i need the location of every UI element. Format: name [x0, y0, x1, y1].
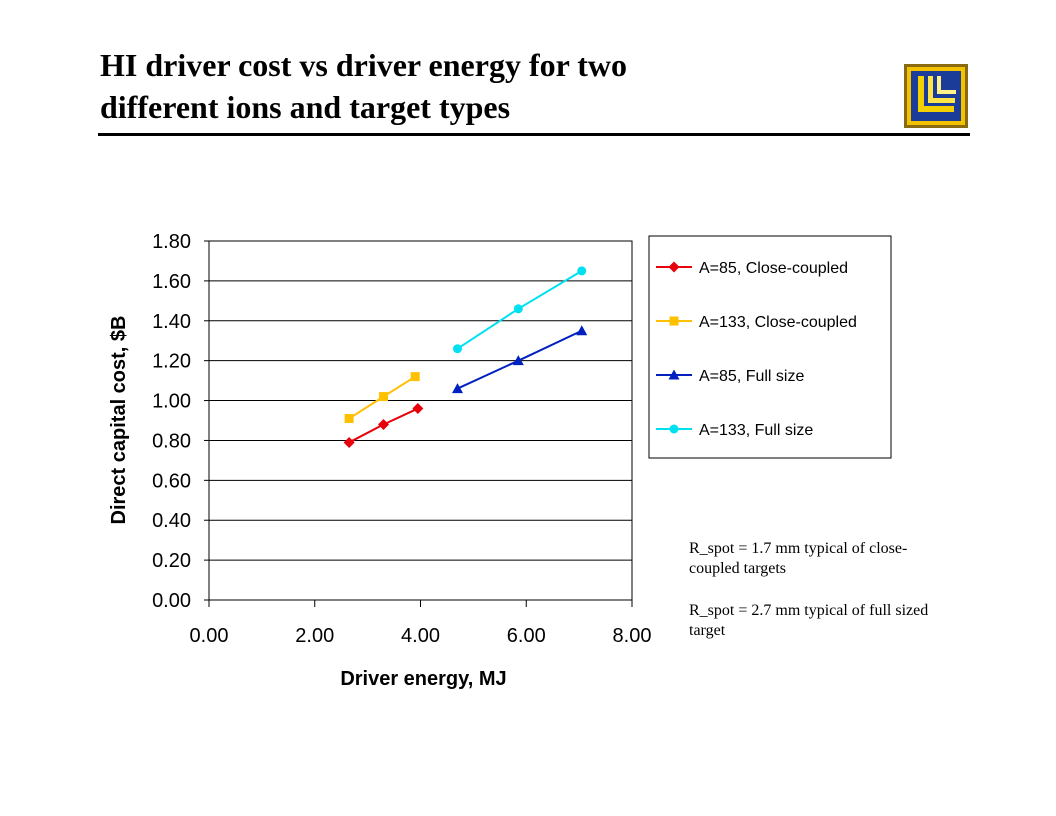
x-axis-title: Driver energy, MJ [340, 668, 506, 690]
data-point [343, 436, 355, 448]
title-divider [98, 133, 970, 136]
slide-title: HI driver cost vs driver energy for two … [100, 44, 820, 128]
y-axis-title: Direct capital cost, $B [108, 316, 130, 525]
plot-area [208, 240, 633, 601]
legend-label: A=85, Full size [699, 368, 804, 385]
legend-label: A=85, Close-coupled [699, 260, 848, 277]
y-tick-label: 0.00 [152, 590, 191, 612]
legend-label: A=133, Close-coupled [699, 314, 857, 331]
y-tick-label: 1.20 [152, 351, 191, 373]
legend-box [648, 235, 892, 459]
x-tick-label: 0.00 [190, 625, 229, 647]
note-close-coupled: R_spot = 1.7 mm typical of close-coupled… [689, 540, 908, 577]
y-tick-label: 0.80 [152, 430, 191, 452]
data-point [453, 344, 463, 354]
y-tick-label: 1.60 [152, 271, 191, 293]
data-point [410, 372, 420, 382]
y-tick-label: 0.20 [152, 550, 191, 572]
x-tick-label: 8.00 [613, 625, 652, 647]
y-tick-label: 1.40 [152, 311, 191, 333]
legend-marker [669, 424, 679, 434]
data-point [452, 383, 464, 394]
data-point [412, 403, 424, 415]
data-point [512, 355, 524, 366]
y-tick-label: 0.40 [152, 510, 191, 532]
data-point [576, 325, 588, 336]
data-point [378, 392, 388, 402]
legend-label: A=133, Full size [699, 422, 813, 439]
data-point [344, 414, 354, 424]
legend-marker [669, 316, 679, 326]
x-tick-label: 6.00 [507, 625, 546, 647]
data-point [577, 266, 587, 276]
legend-marker [668, 369, 680, 380]
llnl-logo [904, 64, 968, 128]
data-point [513, 304, 523, 314]
x-tick-label: 2.00 [295, 625, 334, 647]
y-tick-label: 0.60 [152, 470, 191, 492]
legend-marker [668, 261, 680, 273]
title-line-2: different ions and target types [100, 89, 511, 125]
x-tick-label: 4.00 [401, 625, 440, 647]
note-full-size: R_spot = 2.7 mm typical of full sized ta… [689, 602, 929, 639]
title-line-1: HI driver cost vs driver energy for two [100, 47, 627, 83]
y-tick-label: 1.80 [152, 231, 191, 253]
data-point [377, 418, 389, 430]
y-tick-label: 1.00 [152, 391, 191, 413]
